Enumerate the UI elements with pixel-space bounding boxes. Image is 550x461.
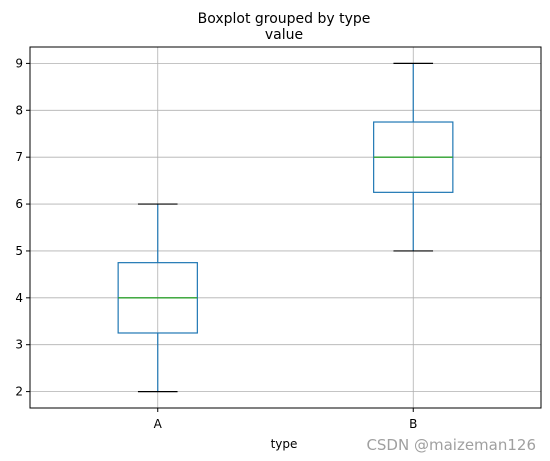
y-tick-label: 7 [15, 150, 23, 164]
y-tick-label: 6 [15, 197, 23, 211]
watermark: CSDN @maizeman126 [366, 436, 536, 454]
box-A [117, 203, 198, 393]
y-tick-label: 5 [15, 244, 23, 258]
y-tick-label: 8 [15, 103, 23, 117]
x-axis-label: type [271, 437, 298, 451]
x-tick-label: B [409, 417, 417, 431]
x-tick-label: A [154, 417, 163, 431]
y-axis-ticks: 2 3 4 5 6 7 8 9 [15, 56, 30, 399]
y-tick-label: 4 [15, 291, 23, 305]
plot-frame [29, 46, 542, 409]
y-tick-label: 9 [15, 56, 23, 70]
chart-suptitle: Boxplot grouped by type [198, 11, 371, 27]
box-B [373, 62, 454, 252]
y-tick-label: 2 [15, 385, 23, 399]
chart-title: value [265, 27, 303, 43]
y-tick-label: 3 [15, 338, 23, 352]
boxes [117, 62, 454, 393]
